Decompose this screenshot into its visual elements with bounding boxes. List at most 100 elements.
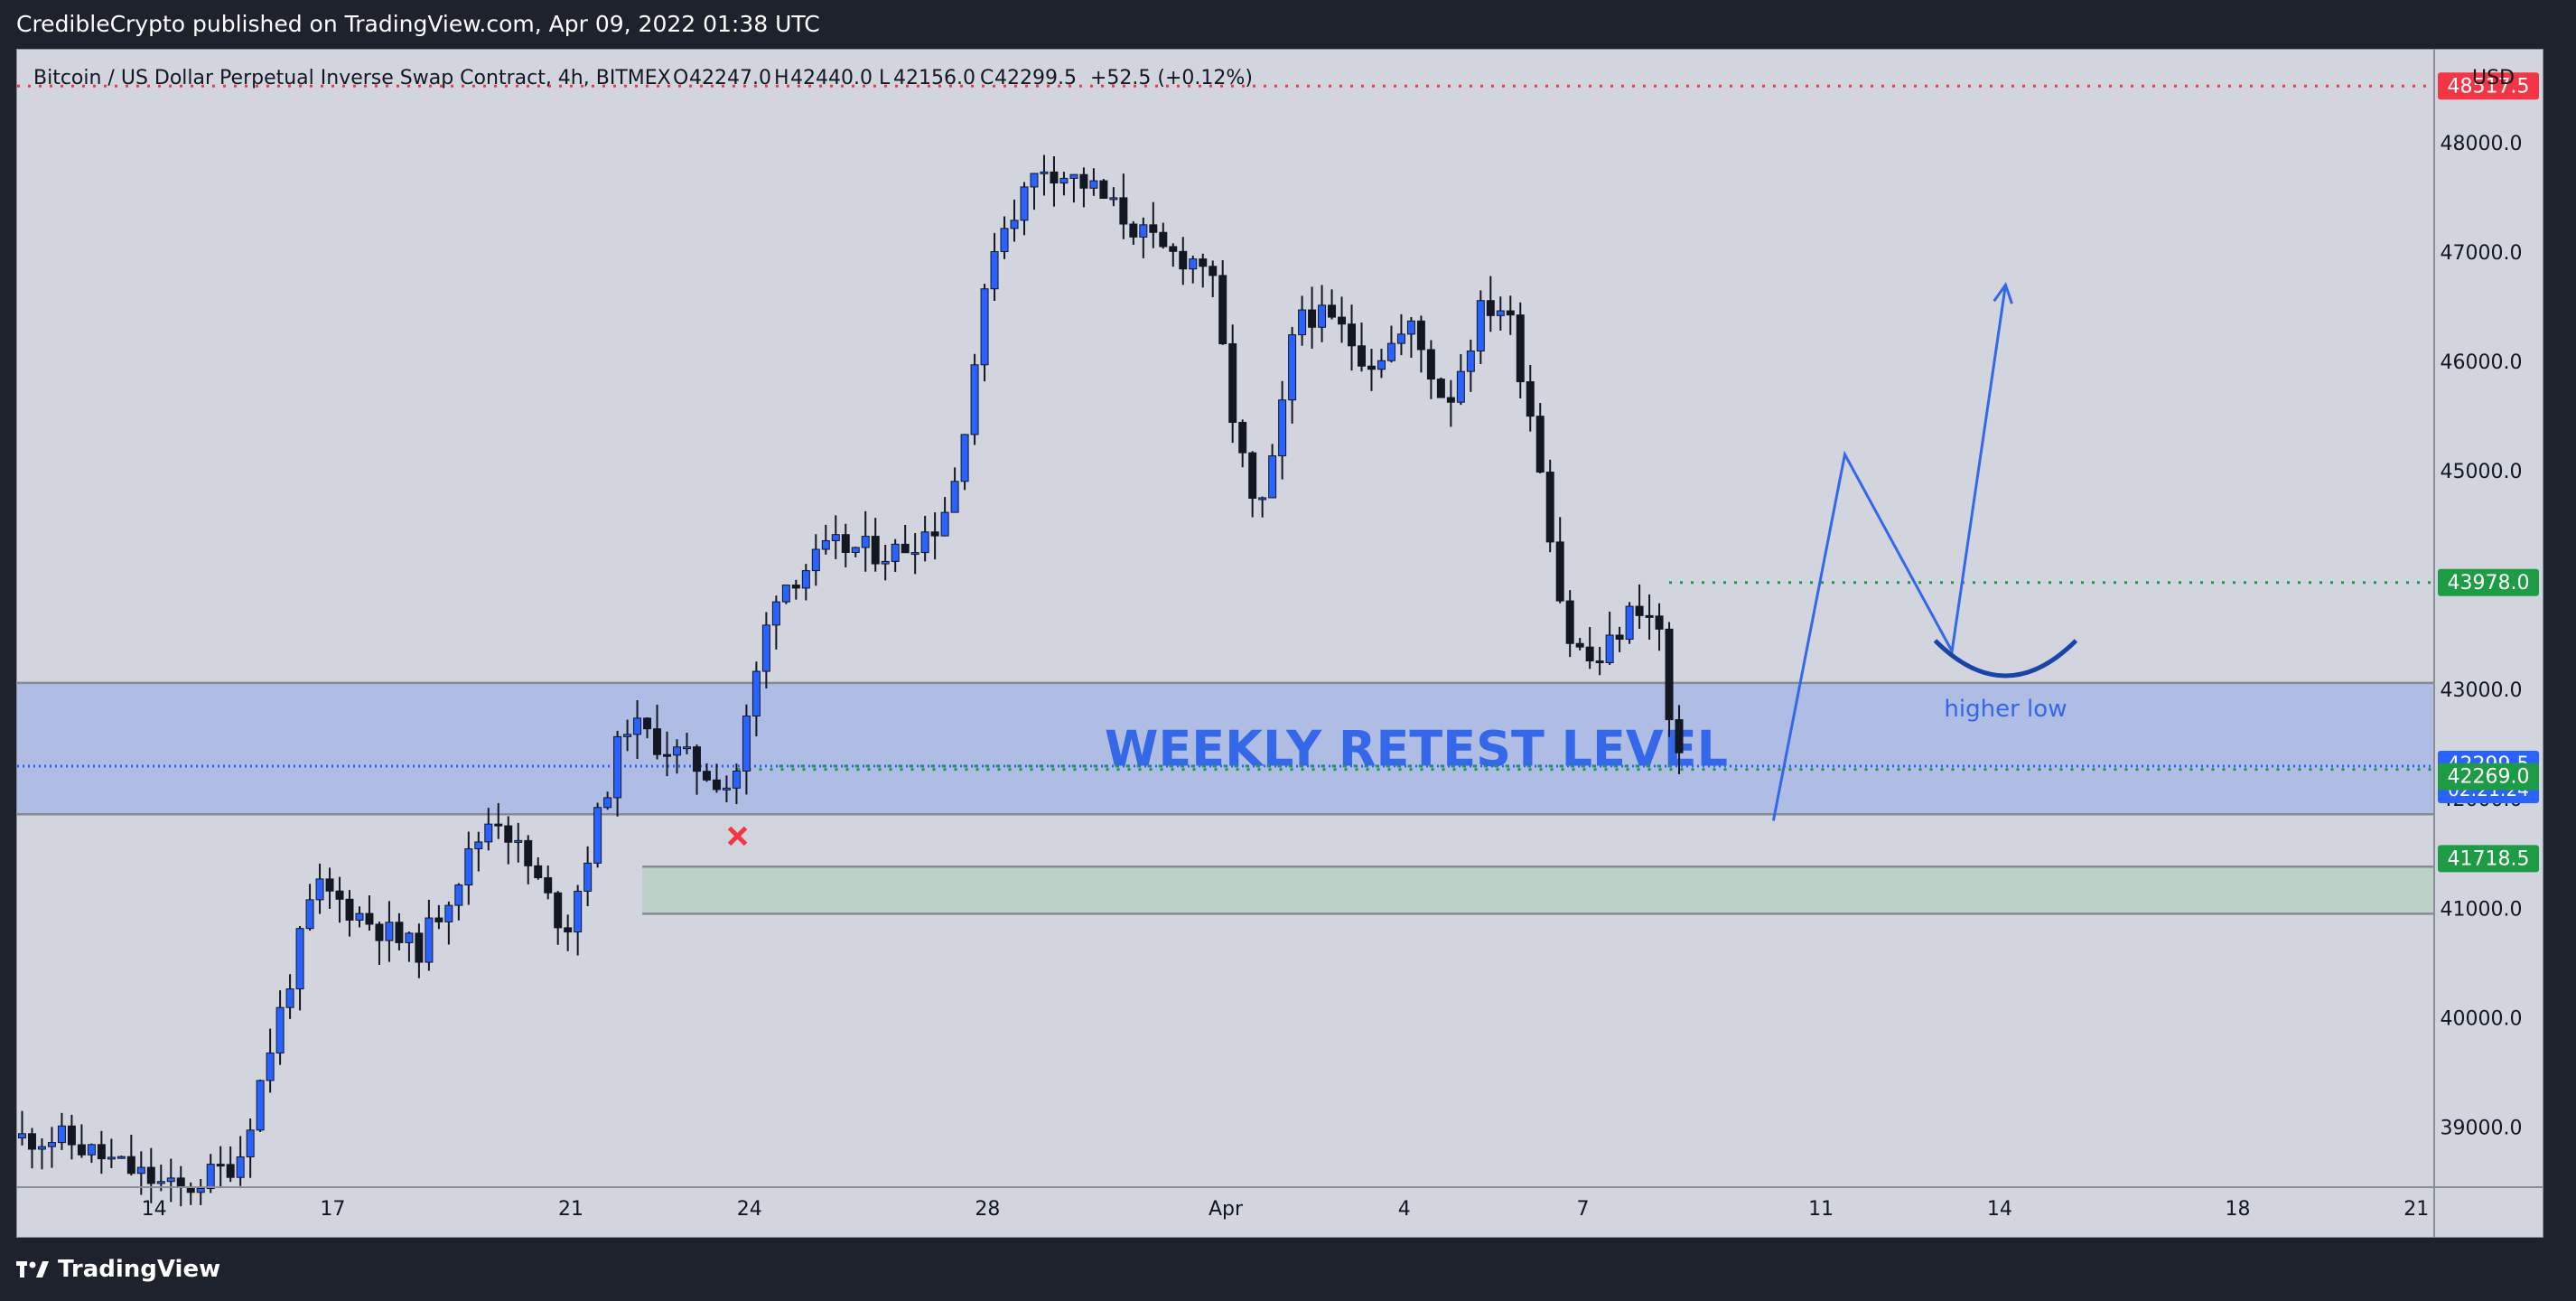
candle-up[interactable] (57, 1125, 66, 1144)
candle-down[interactable] (335, 890, 344, 900)
candle-down[interactable] (1426, 349, 1435, 380)
candle-up[interactable] (1139, 224, 1148, 238)
candle-down[interactable] (554, 892, 563, 929)
candle-up[interactable] (18, 1133, 26, 1139)
candle-up[interactable] (107, 1156, 116, 1160)
candle-up[interactable] (861, 536, 870, 548)
currency-label[interactable]: USD (2472, 67, 2515, 89)
candle-up[interactable] (960, 434, 969, 482)
candle-down[interactable] (1416, 320, 1425, 351)
candle-down[interactable] (146, 1166, 155, 1184)
candle-down[interactable] (1506, 310, 1515, 316)
candle-up[interactable] (87, 1144, 96, 1156)
candle-down[interactable] (1486, 300, 1495, 316)
candle-up[interactable] (1189, 258, 1198, 270)
candle-down[interactable] (504, 825, 513, 843)
candle-up[interactable] (891, 543, 900, 562)
candle-down[interactable] (1129, 223, 1138, 238)
candle-up[interactable] (156, 1181, 165, 1184)
candle-up[interactable] (980, 288, 989, 366)
candle-up[interactable] (970, 364, 979, 435)
candle-up[interactable] (761, 624, 770, 672)
candle-down[interactable] (712, 779, 721, 791)
candle-down[interactable] (1535, 416, 1545, 473)
candle-down[interactable] (1199, 258, 1208, 267)
candle-down[interactable] (1169, 246, 1178, 252)
candle-down[interactable] (564, 927, 573, 933)
candle-up[interactable] (1268, 455, 1277, 499)
candle-down[interactable] (1516, 314, 1525, 383)
candle-up[interactable] (1318, 304, 1327, 328)
candle-down[interactable] (1446, 397, 1455, 403)
candle-up[interactable] (1377, 360, 1386, 370)
candle-down[interactable] (871, 536, 880, 565)
candle-down[interactable] (325, 878, 334, 892)
candle-down[interactable] (1555, 541, 1564, 602)
candle-up[interactable] (732, 770, 741, 789)
candle-up[interactable] (1069, 173, 1078, 179)
candle-up[interactable] (1298, 309, 1307, 336)
candle-up[interactable] (1288, 334, 1297, 401)
candle-up[interactable] (1000, 228, 1009, 253)
candle-up[interactable] (851, 547, 860, 553)
candle-down[interactable] (365, 913, 374, 925)
candle-up[interactable] (1605, 634, 1614, 663)
candle-up[interactable] (1258, 497, 1267, 501)
candle-down[interactable] (692, 746, 701, 772)
candle-down[interactable] (1149, 224, 1158, 233)
candle-up[interactable] (37, 1146, 46, 1150)
candle-up[interactable] (831, 534, 840, 541)
candle-down[interactable] (226, 1164, 235, 1178)
candle-down[interactable] (643, 717, 652, 730)
candle-up[interactable] (206, 1164, 215, 1190)
candle-down[interactable] (1228, 342, 1237, 423)
candle-down[interactable] (1209, 266, 1218, 276)
candle-up[interactable] (484, 823, 493, 843)
candle-down[interactable] (1565, 600, 1574, 644)
chart-pane[interactable]: WEEKLY RETEST LEVEL 39000.0 40000.0 41000.… (16, 49, 2543, 1238)
candle-down[interactable] (901, 543, 910, 554)
tradingview-logo[interactable]: TradingView (16, 1256, 220, 1283)
candle-down[interactable] (176, 1177, 185, 1188)
candle-up[interactable] (801, 570, 810, 589)
candle-up[interactable] (613, 735, 622, 799)
candle-up[interactable] (117, 1156, 126, 1159)
candle-down[interactable] (1050, 171, 1059, 184)
candle-down[interactable] (930, 531, 939, 537)
candle-up[interactable] (751, 670, 761, 717)
candle-down[interactable] (77, 1144, 86, 1156)
price-chart[interactable]: WEEKLY RETEST LEVEL 39000.0 40000.0 41000.… (17, 50, 2543, 1237)
candle-up[interactable] (910, 552, 919, 556)
candle-down[interactable] (663, 753, 672, 757)
candle-up[interactable] (683, 746, 691, 750)
candle-up[interactable] (1059, 177, 1069, 184)
candle-up[interactable] (1456, 370, 1465, 403)
candle-up[interactable] (1406, 320, 1415, 335)
candle-up[interactable] (256, 1080, 265, 1131)
candle-up[interactable] (593, 807, 602, 864)
candle-down[interactable] (544, 877, 553, 894)
candle-down[interactable] (216, 1164, 225, 1167)
candle-down[interactable] (67, 1125, 76, 1146)
candle-down[interactable] (1179, 250, 1188, 270)
candle-down[interactable] (1595, 660, 1604, 664)
candle-down[interactable] (126, 1156, 135, 1175)
candle-down[interactable] (841, 534, 850, 553)
candle-down[interactable] (1328, 304, 1337, 318)
candle-up[interactable] (405, 932, 414, 943)
candle-up[interactable] (454, 884, 463, 906)
candle-down[interactable] (27, 1133, 36, 1150)
candle-up[interactable] (583, 862, 593, 892)
candle-up[interactable] (623, 734, 632, 737)
candle-down[interactable] (395, 922, 404, 943)
candle-down[interactable] (1159, 231, 1168, 248)
zone-green-support[interactable] (642, 866, 2434, 914)
candle-up[interactable] (196, 1188, 205, 1193)
candle-down[interactable] (97, 1144, 106, 1160)
candle-up[interactable] (514, 839, 523, 843)
candle-down[interactable] (1238, 421, 1247, 454)
candle-up[interactable] (47, 1142, 56, 1147)
candle-down[interactable] (434, 917, 443, 922)
candle-down[interactable] (1575, 642, 1584, 648)
candle-up[interactable] (722, 787, 731, 791)
